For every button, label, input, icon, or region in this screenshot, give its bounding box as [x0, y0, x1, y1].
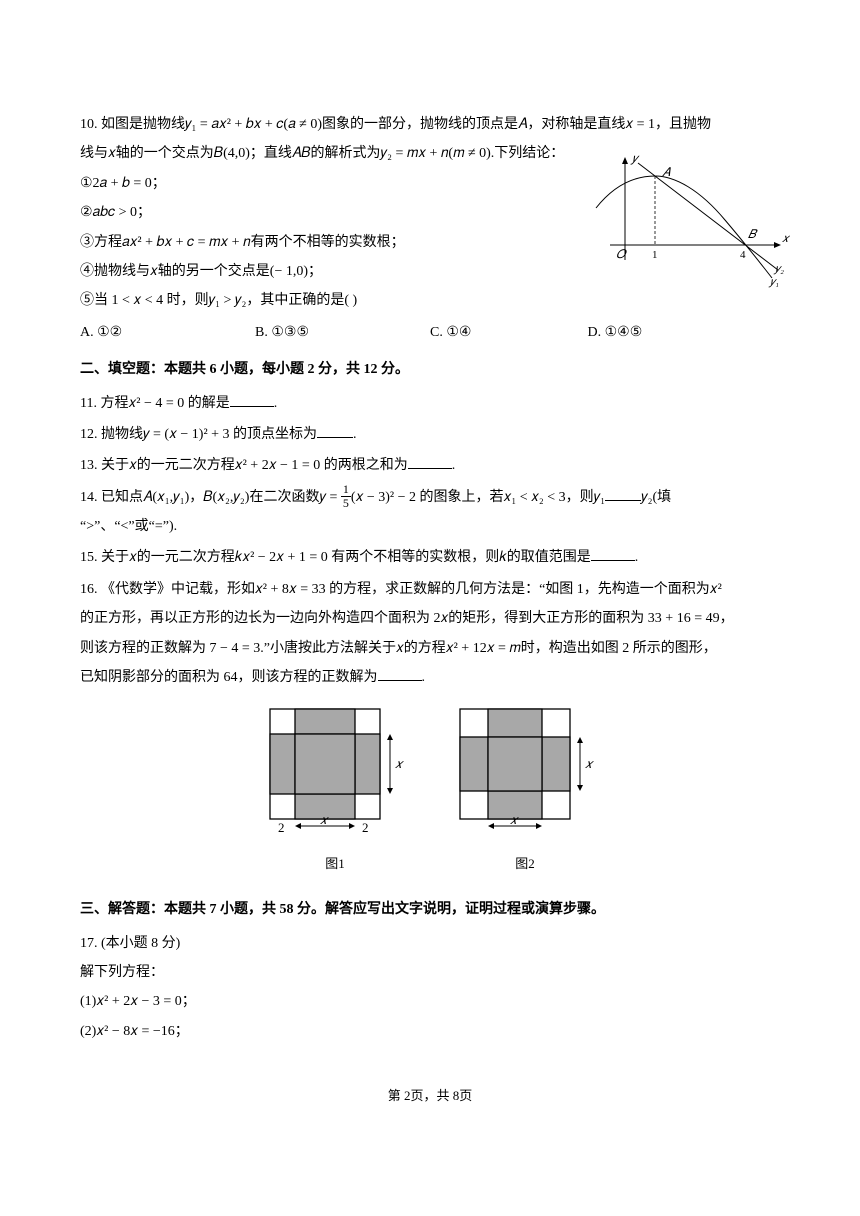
q10-option-c: C. ①④ [430, 318, 588, 347]
q11-text: 11. 方程𝑥² − 4 = 0 的解是 [80, 396, 230, 411]
q11-period: . [274, 396, 278, 411]
question-17: 17. (本小题 8 分) 解下列方程： (1)𝑥² + 2𝑥 − 3 = 0；… [80, 929, 780, 1047]
q14-text-b: (𝑥 − 3)² − 2 的图象上，若𝑥₁ < 𝑥₂ < 3，则𝑦₁ [351, 490, 605, 505]
q16-line-c: 则该方程的正数解为 7 − 4 = 3.”小唐按此方法解关于𝑥的方程𝑥² + 1… [80, 634, 780, 663]
q10-option-a: A. ①② [80, 318, 255, 347]
q10-figure: 𝑂 𝑥 𝑦 𝐴 𝐵 1 4 𝑦₁ 𝑦₂ [590, 150, 790, 290]
q16-line-a: 16. 《代数学》中记载，形如𝑥² + 8𝑥 = 33 的方程，求正数解的几何方… [80, 575, 780, 604]
q10-stem-line1: 10. 如图是抛物线𝑦₁ = 𝑎𝑥² + 𝑏𝑥 + 𝑐(𝑎 ≠ 0)图象的一部分… [80, 110, 780, 139]
q16-figures: 𝑥 2 𝑥 2 图1 𝑥 𝑥 [80, 704, 780, 877]
q13-period: . [452, 458, 456, 473]
question-15: 15. 关于𝑥的一元二次方程𝑘𝑥² − 2𝑥 + 1 = 0 有两个不相等的实数… [80, 543, 780, 572]
y2-label: 𝑦₂ [773, 263, 784, 275]
figure-1-svg: 𝑥 2 𝑥 2 [260, 704, 410, 834]
question-14: 14. 已知点𝐴(𝑥₁,𝑦₁)，𝐵(𝑥₂,𝑦₂)在二次函数𝑦 = 15(𝑥 − … [80, 483, 780, 542]
section-3-heading: 三、解答题：本题共 7 小题，共 58 分。解答应写出文字说明，证明过程或演算步… [80, 895, 780, 924]
fig1-x-label: 𝑥 [395, 756, 405, 771]
q14-text-c: 𝑦₂(填 [641, 490, 671, 505]
q16-period: . [422, 670, 426, 685]
figure-2-caption: 图2 [450, 850, 600, 877]
fig1-two-right: 2 [362, 820, 369, 834]
point-a-label: 𝐴 [662, 165, 671, 179]
figure-2-svg: 𝑥 𝑥 [450, 704, 600, 834]
q16-blank [378, 667, 422, 681]
q10-options: A. ①② B. ①③⑤ C. ①④ D. ①④⑤ [80, 318, 780, 347]
figure-2: 𝑥 𝑥 图2 [450, 704, 600, 877]
axis-origin-label: 𝑂 [616, 247, 627, 261]
q15-blank [591, 547, 635, 561]
q16-line-b: 的正方形，再以正方形的边长为一边向外构造四个面积为 2𝑥的矩形，得到大正方形的面… [80, 604, 780, 633]
q15-text: 15. 关于𝑥的一元二次方程𝑘𝑥² − 2𝑥 + 1 = 0 有两个不相等的实数… [80, 550, 591, 565]
q10-c5: ⑤当 1 < 𝑥 < 4 时，则𝑦₁ > 𝑦₂，其中正确的是( ) [80, 286, 780, 315]
q13-blank [408, 455, 452, 469]
q16-line-d: 已知阴影部分的面积为 64，则该方程的正数解为. [80, 663, 780, 692]
question-11: 11. 方程𝑥² − 4 = 0 的解是. [80, 389, 780, 418]
section-2-heading: 二、填空题：本题共 6 小题，每小题 2 分，共 12 分。 [80, 355, 780, 384]
q14-text-d: “>”、“<”或“=”). [80, 512, 780, 541]
q17-part2: (2)𝑥² − 8𝑥 = −16； [80, 1017, 780, 1046]
q11-blank [230, 393, 274, 407]
q16-line-d-text: 已知阴影部分的面积为 64，则该方程的正数解为 [80, 670, 378, 685]
question-10: 10. 如图是抛物线𝑦₁ = 𝑎𝑥² + 𝑏𝑥 + 𝑐(𝑎 ≠ 0)图象的一部分… [80, 110, 780, 347]
q17-instruction: 解下列方程： [80, 958, 780, 987]
q12-blank [317, 424, 353, 438]
q14-blank [605, 487, 641, 501]
question-12: 12. 抛物线𝑦 = (𝑥 − 1)² + 3 的顶点坐标为. [80, 420, 780, 449]
q12-period: . [353, 427, 357, 442]
fig1-two-left: 2 [278, 820, 285, 834]
q17-points: 17. (本小题 8 分) [80, 929, 780, 958]
question-16: 16. 《代数学》中记载，形如𝑥² + 8𝑥 = 33 的方程，求正数解的几何方… [80, 575, 780, 693]
page-footer: 第 2页，共 8页 [80, 1082, 780, 1109]
y1-label: 𝑦₁ [768, 276, 779, 288]
fig2-x-right: 𝑥 [585, 756, 595, 771]
q10-option-b: B. ①③⑤ [255, 318, 430, 347]
q10-option-d: D. ①④⑤ [588, 318, 781, 347]
q12-text: 12. 抛物线𝑦 = (𝑥 − 1)² + 3 的顶点坐标为 [80, 427, 317, 442]
fraction-one-fifth: 15 [341, 483, 351, 510]
q15-period: . [635, 550, 639, 565]
figure-1: 𝑥 2 𝑥 2 图1 [260, 704, 410, 877]
q13-text: 13. 关于𝑥的一元二次方程𝑥² + 2𝑥 − 1 = 0 的两根之和为 [80, 458, 408, 473]
question-13: 13. 关于𝑥的一元二次方程𝑥² + 2𝑥 − 1 = 0 的两根之和为. [80, 451, 780, 480]
tick-1: 1 [652, 249, 658, 261]
q17-part1: (1)𝑥² + 2𝑥 − 3 = 0； [80, 987, 780, 1016]
tick-4: 4 [740, 249, 746, 261]
figure-1-caption: 图1 [260, 850, 410, 877]
q14-text-a: 14. 已知点𝐴(𝑥₁,𝑦₁)，𝐵(𝑥₂,𝑦₂)在二次函数𝑦 = [80, 490, 341, 505]
